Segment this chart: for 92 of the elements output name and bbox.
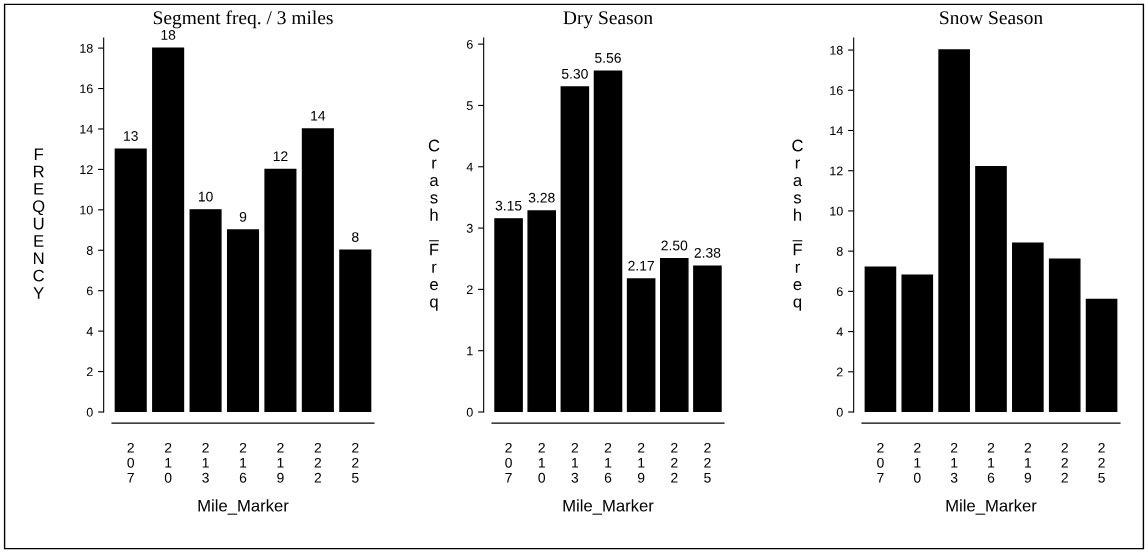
bar bbox=[593, 70, 623, 412]
bar bbox=[1012, 242, 1044, 412]
y-tick-label: 0 bbox=[466, 407, 473, 417]
x-tick-label: 210 bbox=[913, 442, 921, 483]
data-label: 13 bbox=[124, 131, 138, 141]
x-axis-title: Mile_Marker bbox=[563, 499, 654, 515]
x-tick-label: 216 bbox=[239, 442, 247, 483]
y-tick-label: 2 bbox=[86, 367, 93, 377]
bar bbox=[864, 266, 897, 412]
bar bbox=[494, 218, 523, 412]
text: Crash_Freq bbox=[792, 139, 803, 311]
x-tick-label: 216 bbox=[987, 442, 995, 483]
bar bbox=[626, 278, 656, 412]
bar bbox=[264, 168, 297, 412]
y-tick-label: 16 bbox=[830, 86, 843, 95]
y-tick-label: 14 bbox=[80, 124, 93, 134]
data-label: 8 bbox=[352, 232, 359, 242]
x-tick-label: 213 bbox=[202, 442, 209, 483]
x-tick-label: 219 bbox=[277, 442, 284, 483]
x-tick-label: 219 bbox=[1024, 442, 1032, 483]
bar bbox=[1085, 298, 1118, 412]
bar bbox=[693, 265, 722, 412]
x-tick-label: 216 bbox=[604, 442, 612, 483]
x-axis-title: Mile_Marker bbox=[198, 499, 289, 515]
x-tick-label: 222 bbox=[671, 442, 678, 483]
y-tick-label: 0 bbox=[86, 407, 93, 417]
chart-title: Segment freq. / 3 miles bbox=[153, 10, 333, 29]
data-label: 18 bbox=[161, 29, 176, 40]
y-tick-label: 2 bbox=[836, 367, 843, 377]
y-tick-label: 6 bbox=[836, 287, 843, 297]
bar bbox=[901, 274, 934, 412]
bar bbox=[560, 86, 590, 412]
bar bbox=[527, 210, 556, 412]
bar bbox=[301, 128, 334, 412]
data-label: 5.30 bbox=[561, 68, 588, 79]
x-tick-label: 225 bbox=[704, 442, 711, 483]
x-tick-label: 210 bbox=[164, 442, 172, 483]
chart-title: Snow Season bbox=[940, 11, 1043, 25]
bar bbox=[660, 258, 689, 412]
bar bbox=[339, 249, 372, 412]
x-tick-label: 213 bbox=[950, 442, 958, 483]
y-tick-label: 1 bbox=[467, 346, 473, 356]
y-tick-label: 18 bbox=[830, 45, 843, 55]
x-tick-label: 213 bbox=[571, 442, 579, 483]
bar bbox=[114, 148, 147, 412]
bar bbox=[152, 47, 185, 412]
bar bbox=[226, 229, 260, 412]
bar bbox=[975, 165, 1007, 412]
x-tick-label: 207 bbox=[505, 442, 512, 483]
data-label: 2.38 bbox=[694, 247, 721, 258]
bar bbox=[189, 209, 222, 412]
data-label: 14 bbox=[311, 110, 326, 121]
bar bbox=[938, 49, 970, 412]
x-axis-title: Mile_Marker bbox=[946, 499, 1037, 515]
data-label: 10 bbox=[198, 191, 213, 202]
text: Crash_Freq bbox=[428, 139, 440, 311]
x-tick-label: 207 bbox=[127, 442, 135, 483]
y-tick-label: 6 bbox=[86, 286, 93, 296]
y-tick-label: 14 bbox=[830, 126, 843, 136]
data-label: 9 bbox=[239, 211, 247, 222]
y-tick-label: 2 bbox=[466, 285, 473, 294]
y-tick-label: 12 bbox=[80, 165, 93, 174]
y-tick-label: 12 bbox=[830, 166, 843, 176]
y-tick-label: 8 bbox=[86, 246, 93, 255]
x-tick-label: 225 bbox=[351, 442, 359, 483]
y-tick-label: 10 bbox=[80, 205, 93, 215]
y-tick-label: 10 bbox=[830, 206, 843, 216]
y-tick-label: 18 bbox=[80, 43, 93, 53]
y-tick-label: 8 bbox=[836, 246, 843, 256]
y-tick-label: 4 bbox=[466, 162, 473, 172]
bar bbox=[1048, 258, 1081, 412]
y-tick-label: 16 bbox=[80, 84, 93, 94]
y-tick-label: 4 bbox=[86, 327, 93, 336]
x-tick-label: 210 bbox=[538, 442, 546, 483]
y-tick-label: 4 bbox=[836, 327, 843, 337]
x-tick-label: 219 bbox=[637, 442, 645, 483]
data-label: 12 bbox=[273, 151, 288, 161]
data-label: 3.15 bbox=[495, 200, 522, 211]
data-label: 3.28 bbox=[528, 192, 555, 203]
data-label: 2.50 bbox=[661, 240, 688, 251]
y-tick-label: 0 bbox=[836, 407, 843, 417]
chart-title: Dry Season bbox=[563, 11, 653, 29]
x-tick-label: 225 bbox=[1098, 442, 1105, 483]
y-tick-label: 5 bbox=[466, 101, 473, 111]
data-label: 5.56 bbox=[595, 52, 621, 63]
data-label: 2.17 bbox=[628, 260, 654, 271]
text: FREQUENCY bbox=[32, 148, 45, 299]
y-tick-label: 3 bbox=[466, 223, 473, 233]
y-tick-label: 6 bbox=[466, 39, 473, 49]
x-tick-label: 222 bbox=[1061, 442, 1068, 483]
x-tick-label: 222 bbox=[314, 442, 322, 483]
x-tick-label: 207 bbox=[877, 442, 884, 483]
